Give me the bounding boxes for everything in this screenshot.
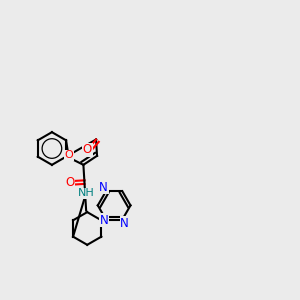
- Text: O: O: [65, 176, 74, 189]
- Text: NH: NH: [78, 188, 95, 199]
- Text: N: N: [99, 214, 108, 227]
- Text: N: N: [99, 181, 108, 194]
- Text: N: N: [120, 217, 129, 230]
- Text: O: O: [64, 150, 73, 160]
- Text: O: O: [83, 143, 92, 156]
